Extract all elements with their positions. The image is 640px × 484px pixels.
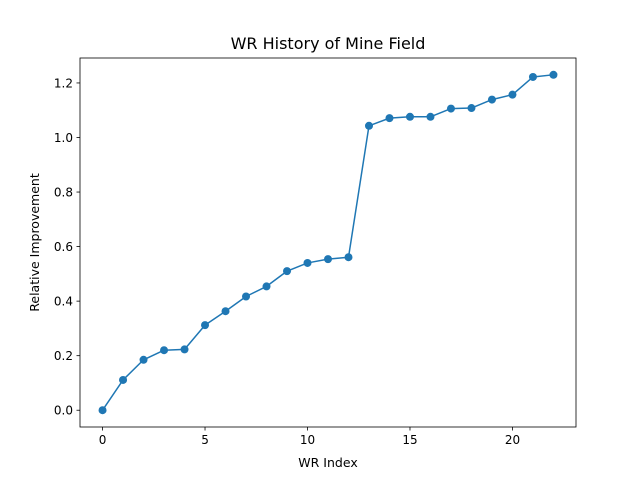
y-tick-label: 0.2 [54,349,73,363]
y-axis-label: Relative Improvement [27,173,42,312]
data-point [549,70,558,79]
data-point [385,114,394,123]
data-point [283,267,292,276]
data-point [262,282,271,291]
y-tick-label: 0.4 [54,294,73,308]
data-point [344,253,353,262]
series-group [98,70,558,415]
x-axis-ticks: 0 5 10 15 20 [99,427,520,447]
data-point [446,104,455,113]
y-tick-label: 1.0 [54,131,73,145]
y-tick-label: 0.6 [54,240,73,254]
chart-title: WR History of Mine Field [231,34,426,53]
data-point [364,121,373,130]
y-tick-label: 1.2 [54,76,73,90]
axes-frame [79,57,577,428]
data-point [487,95,496,104]
data-point [201,321,210,330]
data-point [160,346,169,355]
data-point [405,112,414,121]
x-tick-label: 15 [402,433,417,447]
y-tick-label: 0.0 [54,404,73,418]
data-point [508,90,517,99]
data-point [303,258,312,267]
data-point [139,355,148,364]
x-axis-label: WR Index [298,455,357,470]
data-point [426,112,435,121]
data-point [180,345,189,354]
x-tick-label: 20 [505,433,520,447]
data-point [119,375,128,384]
data-point [528,72,537,81]
y-axis-ticks: 0.0 0.2 0.4 0.6 0.8 1.0 1.2 [54,76,80,418]
data-point [242,292,251,301]
x-tick-label: 0 [99,433,107,447]
x-tick-label: 5 [201,433,209,447]
data-point [221,307,230,316]
x-tick-label: 10 [300,433,315,447]
y-tick-label: 0.8 [54,185,73,199]
data-point [98,406,107,415]
data-point [324,255,332,264]
plot-area [79,57,577,428]
data-point [467,104,476,113]
